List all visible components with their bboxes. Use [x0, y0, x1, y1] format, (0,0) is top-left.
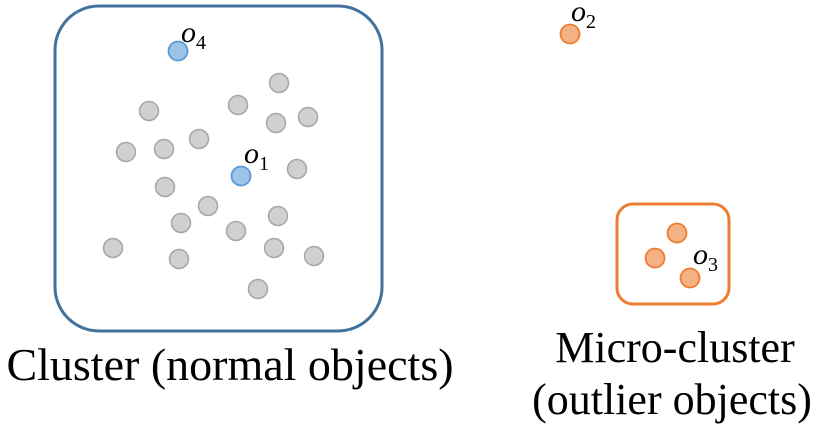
object-o3-point [679, 267, 701, 289]
label-o2: o2 [571, 0, 596, 33]
normal-object-point [188, 128, 210, 150]
normal-object-point [170, 212, 192, 234]
normal-object-point [227, 94, 249, 116]
normal-object-point [168, 248, 190, 270]
normal-object-point [267, 205, 289, 227]
micro-cluster-point [644, 247, 666, 269]
normal-object-point [153, 138, 175, 160]
cluster-caption: Cluster (normal objects) [6, 339, 454, 390]
normal-objects [102, 72, 325, 300]
normal-object-point [115, 141, 137, 163]
micro-cluster-subcaption: (outlier objects) [532, 375, 812, 424]
normal-object-point [297, 106, 319, 128]
normal-object-point [303, 245, 325, 267]
normal-object-point [247, 278, 269, 300]
cluster-box [53, 4, 384, 333]
micro-cluster-caption: Micro-cluster [555, 323, 795, 372]
micro-cluster-point [666, 222, 688, 244]
micro-cluster-box [615, 202, 731, 306]
label-o3: o3 [693, 238, 718, 276]
object-o2-point [559, 23, 581, 45]
normal-object-point [138, 100, 160, 122]
normal-object-point [263, 237, 285, 259]
normal-object-point [265, 112, 287, 134]
normal-object-point [102, 237, 124, 259]
object-o4-point [167, 40, 189, 62]
labeled-objects [167, 23, 701, 289]
label-o4: o4 [181, 16, 206, 54]
object-labels: o4 o1 o2 o3 [181, 0, 718, 276]
label-o1: o1 [244, 137, 269, 175]
object-o1-point [230, 165, 252, 187]
normal-object-point [154, 176, 176, 198]
normal-object-point [286, 158, 308, 180]
normal-object-point [197, 195, 219, 217]
normal-object-point [225, 220, 247, 242]
normal-object-point [268, 72, 290, 94]
